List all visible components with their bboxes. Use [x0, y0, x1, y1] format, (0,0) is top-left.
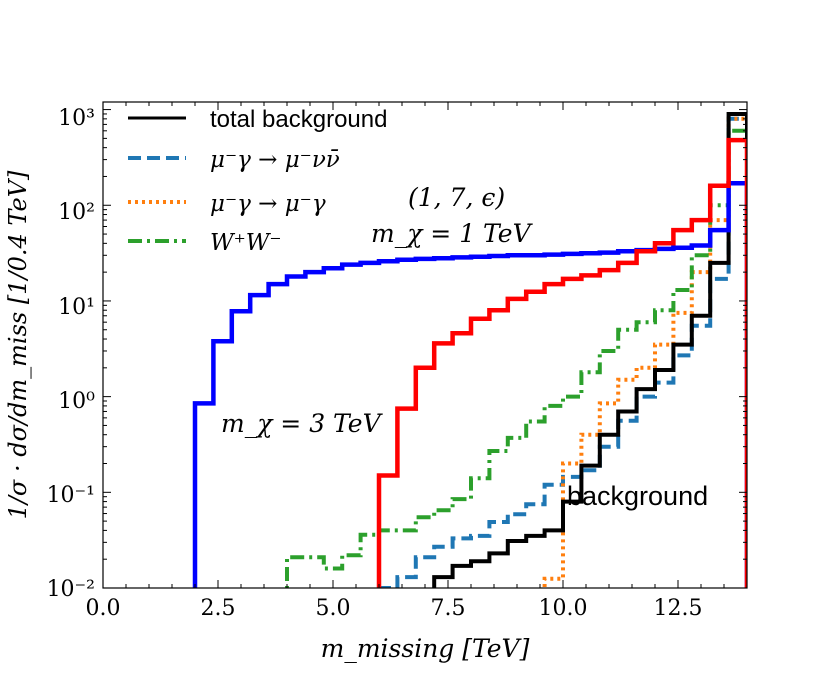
x-axis-label: m_missing [TeV] — [321, 634, 530, 663]
legend-label: W⁺W⁻ — [210, 230, 282, 256]
x-tick-label: 2.5 — [201, 596, 236, 621]
y-tick-label: 10² — [58, 200, 95, 225]
x-tick-label: 12.5 — [654, 596, 703, 621]
legend-label: μ⁻γ → μ⁻νν̄ — [210, 147, 340, 173]
y-tick-label: 10⁻² — [47, 577, 95, 602]
y-axis-label: 1/σ · dσ/dm_miss [1/0.4 TeV] — [4, 170, 32, 519]
y-tick-label: 10⁻¹ — [47, 483, 95, 508]
annotation-background: background — [567, 481, 708, 511]
legend: total background μ⁻γ → μ⁻νν̄ μ⁻γ → μ⁻γ W… — [128, 106, 387, 256]
series-3-histogram — [285, 128, 747, 588]
histogram-series-layer — [192, 112, 747, 588]
x-tick-label: 0.0 — [86, 596, 121, 621]
legend-label: μ⁻γ → μ⁻γ — [210, 191, 326, 217]
y-tick-label: 10³ — [58, 106, 95, 131]
x-tick-label: 5.0 — [316, 596, 351, 621]
y-tick-label: 10⁰ — [58, 389, 95, 414]
series-1-histogram — [377, 116, 747, 588]
legend-label: total background — [210, 106, 387, 133]
series-0-histogram — [432, 112, 747, 588]
y-tick-label: 10¹ — [58, 295, 95, 320]
axis-ticks-layer — [102, 102, 747, 589]
series-5-histogram — [376, 137, 747, 588]
x-tick-label: 10.0 — [539, 596, 588, 621]
x-tick-label: 7.5 — [431, 596, 466, 621]
annotation-couplings: (1, 7, ϵ) — [408, 183, 505, 212]
annotation-mchi-1tev: m_χ = 1 TeV — [371, 219, 534, 248]
annotation-mchi-3tev: m_χ = 3 TeV — [221, 409, 384, 438]
